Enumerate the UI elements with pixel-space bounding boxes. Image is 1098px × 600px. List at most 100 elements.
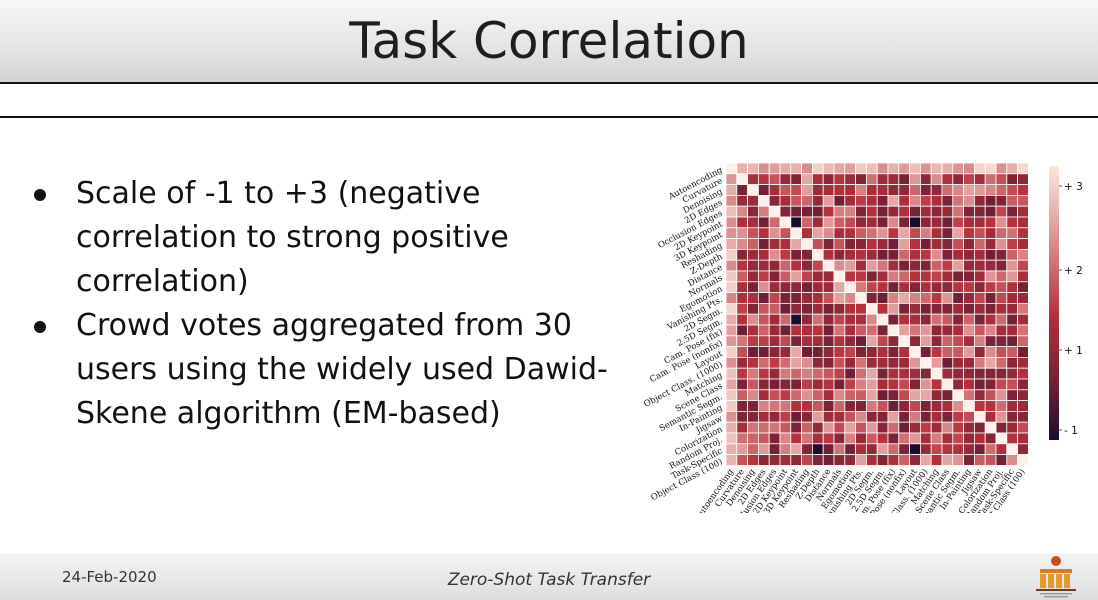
heatmap-cell	[790, 421, 803, 434]
heatmap-cell	[747, 259, 759, 272]
heatmap-cell	[909, 259, 921, 272]
heatmap-cell	[758, 205, 770, 218]
heatmap-cell	[909, 443, 921, 455]
heatmap-cell	[919, 259, 932, 272]
heatmap-cell	[995, 195, 1008, 207]
heatmap-cell	[898, 356, 910, 369]
heatmap-cell	[790, 270, 803, 283]
heatmap-cell	[876, 421, 889, 434]
heatmap-cell	[822, 302, 835, 315]
footer-bar	[0, 553, 1098, 600]
heatmap-cell	[844, 454, 857, 466]
heatmap-cell	[790, 227, 803, 240]
heatmap-cell	[801, 216, 813, 229]
heatmap-cell	[801, 400, 813, 412]
heatmap-cell	[758, 335, 770, 348]
heatmap-cell	[801, 421, 813, 434]
heatmap-cell	[736, 227, 749, 240]
heatmap-cell	[995, 389, 1008, 402]
heatmap-cell	[779, 356, 792, 369]
heatmap-cell	[1017, 259, 1029, 272]
heatmap-cell	[898, 389, 910, 402]
heatmap-cell	[865, 259, 878, 272]
heatmap-cell	[833, 313, 846, 326]
heatmap-cell	[887, 356, 900, 369]
heatmap-cell	[844, 227, 857, 240]
heatmap-cell	[930, 195, 943, 207]
heatmap-cell	[963, 410, 975, 423]
colorbar: + 3 + 2 + 1 - 1	[1049, 166, 1083, 440]
heatmap-cell	[833, 302, 846, 315]
heatmap-cell	[811, 400, 824, 412]
heatmap-cell	[984, 400, 997, 412]
heatmap-cell	[768, 259, 781, 272]
heatmap-cell	[844, 238, 857, 250]
heatmap-cell	[865, 238, 878, 250]
heatmap-cell	[768, 400, 781, 412]
heatmap-cell	[952, 173, 964, 185]
heatmap-cell	[876, 443, 889, 455]
heatmap-cell	[779, 162, 792, 175]
heatmap-cell	[898, 162, 910, 175]
heatmap-cell	[779, 335, 792, 348]
heatmap-cell	[779, 367, 792, 380]
heatmap-cell	[822, 410, 835, 423]
heatmap-cell	[909, 324, 921, 337]
heatmap-cell	[973, 410, 986, 423]
heatmap-cell	[1006, 184, 1018, 196]
heatmap-cell	[898, 335, 910, 348]
heatmap-cell	[758, 184, 770, 196]
heatmap-cell	[909, 313, 921, 326]
heatmap-cell	[909, 410, 921, 423]
heatmap-cell	[963, 324, 975, 337]
heatmap-cell	[1017, 356, 1029, 369]
heatmap-cell	[995, 313, 1008, 326]
heatmap-cell	[887, 292, 900, 304]
heatmap-cell	[973, 205, 986, 218]
heatmap-cell	[876, 270, 889, 283]
heatmap-cell	[844, 400, 857, 412]
bullet-text: Crowd votes aggregated from 30 users usi…	[76, 308, 608, 431]
heatmap-cell	[919, 400, 932, 412]
heatmap-cell	[995, 432, 1008, 445]
heatmap-cell	[941, 313, 954, 326]
heatmap-cell	[801, 195, 813, 207]
heatmap-cell	[909, 205, 921, 218]
heatmap-cell	[725, 389, 738, 402]
heatmap-cell	[963, 378, 975, 391]
heatmap-cell	[844, 292, 857, 304]
heatmap-cell	[865, 335, 878, 348]
heatmap-cell	[898, 410, 910, 423]
heatmap-cell	[725, 249, 738, 261]
heatmap-cell	[758, 432, 770, 445]
heatmap-cell	[973, 227, 986, 240]
institute-logo-icon	[1036, 556, 1076, 598]
heatmap-cell	[736, 421, 749, 434]
heatmap-cell	[909, 302, 921, 315]
heatmap-cell	[952, 389, 964, 402]
heatmap-cell	[865, 216, 878, 229]
heatmap-cell	[909, 238, 921, 250]
bullet-text: Scale of -1 to +3 (negative correlation …	[76, 176, 509, 299]
heatmap-cell	[725, 313, 738, 326]
heatmap-cell	[930, 216, 943, 229]
heatmap-cell	[758, 227, 770, 240]
heatmap-cell	[779, 400, 792, 412]
heatmap-cell	[790, 389, 803, 402]
heatmap-cell	[855, 249, 867, 261]
heatmap-cell	[1006, 249, 1018, 261]
heatmap-cell	[811, 454, 824, 466]
heatmap-cell	[844, 378, 857, 391]
heatmap-cell	[1006, 259, 1018, 272]
bullet-dot-icon	[34, 321, 46, 333]
heatmap-cell	[758, 195, 770, 207]
heatmap-cell	[898, 238, 910, 250]
heatmap-cell	[758, 421, 770, 434]
heatmap-cell	[984, 454, 997, 466]
heatmap-cell	[855, 292, 867, 304]
heatmap-cell	[855, 432, 867, 445]
heatmap-cell	[887, 367, 900, 380]
heatmap-cell	[941, 270, 954, 283]
heatmap-cell	[747, 335, 759, 348]
bullet-item: Crowd votes aggregated from 30 users usi…	[28, 304, 618, 436]
